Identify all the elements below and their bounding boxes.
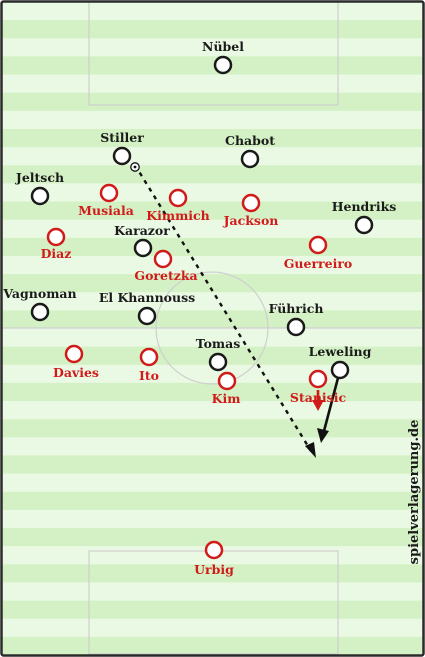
player-marker-kim — [217, 371, 237, 391]
player-label-tomas: Tomas — [196, 336, 241, 351]
player-marker-musiala — [99, 183, 119, 203]
player-marker-urbig — [204, 540, 224, 560]
ball-icon — [130, 162, 140, 172]
grass-stripe — [2, 473, 423, 493]
player-marker-fuehrich — [286, 317, 306, 337]
movement-arrows — [133, 164, 340, 458]
player-marker-nuebel — [213, 55, 233, 75]
player-label-goretzka: Goretzka — [134, 268, 197, 283]
grass-stripe — [2, 74, 423, 94]
grass-stripe — [2, 38, 423, 57]
player-label-davies: Davies — [53, 365, 99, 380]
player-marker-el-khannouss — [137, 306, 157, 326]
centre-circle — [155, 271, 269, 385]
grass-stripe — [2, 201, 423, 221]
grass-stripe — [2, 147, 423, 166]
player-label-kim: Kim — [212, 391, 241, 406]
player-marker-guerreiro — [308, 235, 328, 255]
grass-stripe — [2, 310, 423, 329]
grass-stripe — [2, 255, 423, 275]
grass-stripe — [2, 128, 423, 148]
player-label-karazor: Karazor — [114, 223, 170, 238]
player-label-kimmich: Kimmich — [146, 208, 210, 223]
pass-arrowhead — [305, 442, 316, 458]
leweling-run-line — [322, 377, 340, 432]
grass-stripe — [2, 165, 423, 184]
player-label-jeltsch: Jeltsch — [15, 170, 64, 185]
player-marker-jackson — [241, 193, 261, 213]
grass-stripe — [2, 600, 423, 620]
player-marker-stanisic — [308, 369, 328, 389]
player-label-el-khannouss: El Khannouss — [99, 290, 195, 305]
player-label-fuehrich: Führich — [269, 301, 324, 316]
player-label-urbig: Urbig — [194, 562, 234, 577]
grass-stripe — [2, 636, 423, 656]
player-marker-jeltsch — [30, 186, 50, 206]
grass-stripe — [2, 92, 423, 112]
grass-stripe — [2, 582, 423, 602]
grass-stripe — [2, 509, 423, 529]
player-marker-tomas — [208, 352, 228, 372]
player-marker-davies — [64, 344, 84, 364]
grass-stripe — [2, 110, 423, 130]
grass-stripe — [2, 437, 423, 456]
player-label-stanisic: Stanisic — [290, 390, 347, 405]
player-marker-ito — [139, 347, 159, 367]
player-marker-hendriks — [354, 215, 374, 235]
player-label-vagnoman: Vagnoman — [2, 286, 76, 301]
grass-stripe — [2, 20, 423, 39]
player-label-chabot: Chabot — [225, 133, 275, 148]
player-marker-goretzka — [153, 249, 173, 269]
player-label-nuebel: Nübel — [202, 39, 244, 54]
grass-stripe — [2, 564, 423, 583]
player-marker-chabot — [240, 149, 260, 169]
grass-stripe — [2, 219, 423, 239]
player-label-leweling: Leweling — [309, 344, 372, 359]
grass-stripe — [2, 419, 423, 438]
grass-stripe — [2, 491, 423, 511]
player-label-jackson: Jackson — [223, 213, 279, 228]
stanisic-step-arrowhead — [312, 400, 324, 411]
player-label-musiala: Musiala — [78, 203, 134, 218]
pass-dotted-line — [133, 164, 313, 452]
player-marker-diaz — [46, 227, 66, 247]
grass-stripe — [2, 292, 423, 311]
grass-stripe — [2, 274, 423, 293]
grass-stripe — [2, 528, 423, 547]
grass-stripe — [2, 2, 423, 21]
player-label-stiller: Stiller — [100, 130, 144, 145]
player-marker-vagnoman — [30, 302, 50, 322]
players: Nübel Stiller Chabot Jeltsch Hendriks Ka… — [2, 39, 396, 577]
player-label-diaz: Diaz — [41, 246, 72, 261]
player-marker-karazor — [133, 238, 153, 258]
player-marker-stiller — [112, 146, 132, 166]
player-label-hendriks: Hendriks — [332, 199, 397, 214]
player-marker-kimmich — [168, 188, 188, 208]
player-marker-leweling — [330, 360, 350, 380]
grass-stripe — [2, 328, 423, 348]
leweling-run-arrowhead — [317, 428, 329, 443]
grass-stripe — [2, 56, 423, 76]
watermark: spielverlagerung.de — [407, 420, 422, 565]
player-label-ito: Ito — [139, 368, 159, 383]
grass-stripe — [2, 455, 423, 475]
player-label-guerreiro: Guerreiro — [284, 256, 353, 271]
grass-stripe — [2, 618, 423, 638]
